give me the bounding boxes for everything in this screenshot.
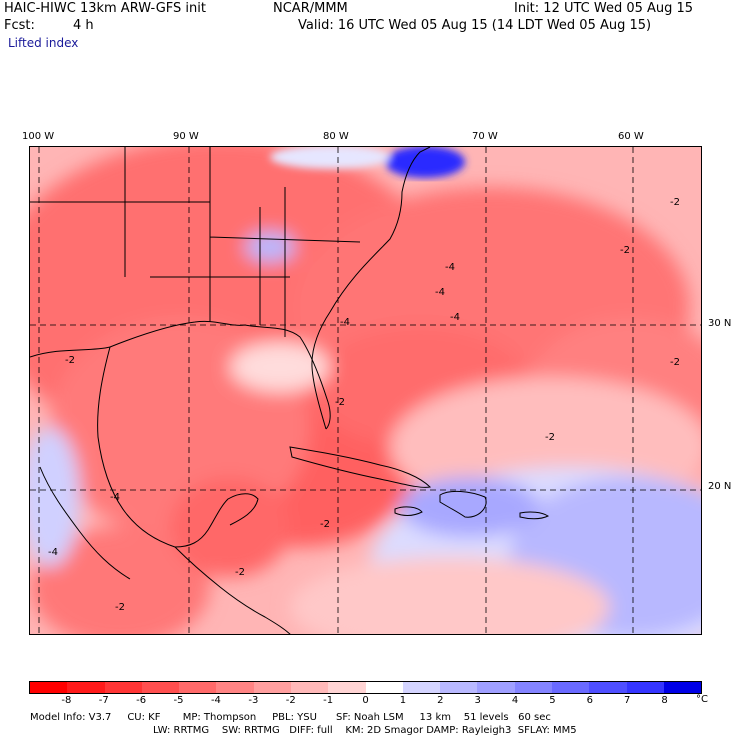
- coastline: [30, 320, 331, 430]
- field-blob: [170, 477, 290, 577]
- lon-label: 80 W: [323, 131, 349, 142]
- colorbar-swatch: [514, 682, 552, 693]
- colorbar-swatch: [179, 682, 217, 693]
- org-label: NCAR/MMM: [273, 1, 348, 16]
- puerto-rico: [519, 511, 549, 520]
- model-info-line2: LW: RRTMG SW: RRTMG DIFF: full KM: 2D Sm…: [153, 725, 577, 736]
- valid-time: Valid: 16 UTC Wed 05 Aug 15 (14 LDT Wed …: [298, 18, 652, 33]
- colorbar-swatch: [365, 682, 403, 693]
- colorbar-swatch: [141, 682, 180, 693]
- colorbar-swatch: [626, 682, 664, 693]
- model-info-line1: Model Info: V3.7 CU: KF MP: Thompson PBL…: [30, 712, 551, 723]
- field-blob: [290, 557, 610, 634]
- colorbar-tick-label: -2: [285, 695, 296, 706]
- colorbar-swatch: [253, 682, 291, 693]
- contour-label: -2: [65, 355, 75, 366]
- field-blob: [30, 527, 210, 634]
- colorbar-tick-label: 8: [661, 695, 668, 706]
- colorbar-swatch: [67, 682, 105, 693]
- forecast-hour: 4 h: [73, 18, 94, 33]
- colorbar-tick-label: -7: [98, 695, 109, 706]
- colorbar-tick-label: 3: [474, 695, 481, 706]
- lon-label: 70 W: [472, 131, 498, 142]
- colorbar-tick-label: 1: [399, 695, 407, 706]
- field-name: Lifted index: [8, 36, 79, 50]
- contour-label: -2: [335, 397, 345, 408]
- contour-label: -2: [670, 197, 680, 208]
- colorbar-tick-label: -6: [136, 695, 147, 706]
- colorbar-unit: °C: [696, 694, 708, 705]
- contour-label: -2: [545, 432, 555, 443]
- field-blob: [400, 477, 540, 537]
- coastline: [39, 466, 131, 580]
- field-blob: [230, 342, 330, 392]
- coastline: [311, 147, 431, 430]
- lifted-index-map: -2 -4 -4 -4 -4 -2 -2 -2 -4 -2 -2 -2 -2 -…: [29, 146, 702, 635]
- colorbar-labels: -8 -7 -6 -5 -4 -3 -2 -1 0 1 2 3 4 5 6 7 8: [29, 695, 702, 707]
- colorbar-tick-label: 6: [586, 695, 594, 706]
- contour-label: -4: [450, 312, 460, 323]
- field-blob: [245, 232, 295, 262]
- colorbar-swatch: [216, 682, 254, 693]
- colorbar: [29, 681, 702, 694]
- colorbar-tick-label: -5: [173, 695, 184, 706]
- colorbar-tick-label: -8: [61, 695, 72, 706]
- coastline: [97, 346, 259, 548]
- colorbar-swatch: [328, 682, 366, 693]
- colorbar-swatch: [30, 682, 68, 693]
- colorbar-tick-label: 2: [437, 695, 444, 706]
- lat-label: 20 N: [708, 481, 732, 492]
- colorbar-swatch: [477, 682, 515, 693]
- colorbar-swatch: [589, 682, 627, 693]
- colorbar-tick-label: 5: [549, 695, 556, 706]
- colorbar-swatch: [290, 682, 329, 693]
- cuba: [289, 446, 432, 488]
- field-blob: [270, 147, 390, 169]
- contour-label: -2: [620, 245, 630, 256]
- colorbar-tick-label: -3: [248, 695, 259, 706]
- init-time: Init: 12 UTC Wed 05 Aug 15: [514, 1, 694, 16]
- colorbar-tick-label: -4: [210, 695, 221, 706]
- contour-label: -4: [445, 262, 455, 273]
- contour-label: -4: [435, 287, 445, 298]
- state-border: [30, 147, 361, 337]
- forecast-label: Fcst:: [4, 18, 35, 33]
- hispaniola: [439, 490, 487, 518]
- colorbar-tick-label: 0: [362, 695, 369, 706]
- contour-label: -2: [670, 357, 680, 368]
- colorbar-tick-label: 4: [511, 695, 519, 706]
- lon-label: 60 W: [618, 131, 644, 142]
- colorbar-swatch: [402, 682, 441, 693]
- contour-label: -2: [235, 567, 245, 578]
- colorbar-swatch: [440, 682, 478, 693]
- coastline: [174, 546, 291, 634]
- colorbar-swatch: [663, 682, 702, 693]
- contour-label: -2: [320, 519, 330, 530]
- colorbar-tick-label: 7: [624, 695, 631, 706]
- model-title: HAIC-HIWC 13km ARW-GFS init: [4, 1, 206, 16]
- contour-label: -4: [110, 492, 120, 503]
- colorbar-tick-label: -1: [323, 695, 334, 706]
- lat-label: 30 N: [708, 318, 732, 329]
- lon-label: 90 W: [173, 131, 199, 142]
- contour-label: -2: [115, 602, 125, 613]
- field-blob: [385, 147, 465, 178]
- colorbar-swatch: [551, 682, 590, 693]
- jamaica: [394, 506, 423, 516]
- contour-label: -4: [340, 317, 350, 328]
- colorbar-swatch: [104, 682, 142, 693]
- contour-label: -4: [48, 547, 58, 558]
- lon-label: 100 W: [22, 131, 55, 142]
